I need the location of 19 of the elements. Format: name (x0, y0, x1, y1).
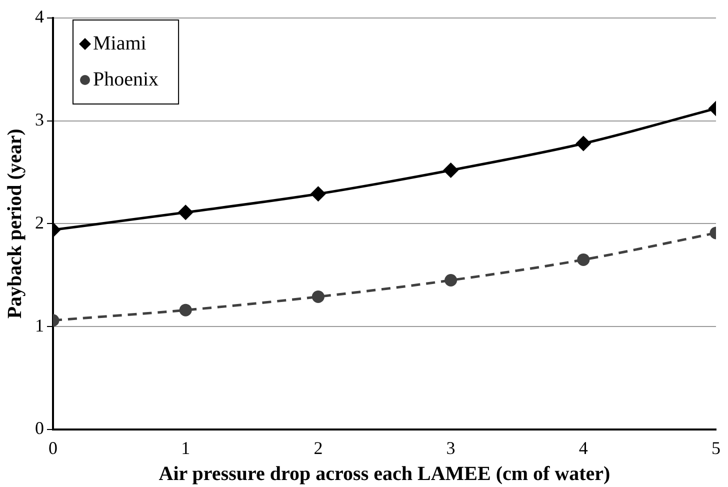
x-tick-label: 1 (181, 438, 190, 458)
point (444, 274, 458, 287)
y-tick-label: 2 (35, 212, 44, 232)
point (444, 162, 458, 178)
x-tick-label: 5 (712, 438, 720, 458)
x-tick-label: 4 (578, 438, 588, 458)
x-axis-title: Air pressure drop across each LAMEE (cm of water) (158, 463, 610, 486)
y-tick-label: 3 (35, 110, 44, 130)
legend-label: Phoenix (93, 68, 159, 90)
y-axis-title: Payback period (year) (4, 128, 26, 319)
x-tick-label: 3 (446, 438, 456, 458)
y-tick-label: 0 (35, 418, 44, 438)
legend-label: Miami (93, 32, 147, 54)
y-tick-label: 4 (35, 6, 44, 27)
point (312, 290, 324, 303)
y-tick-label: 1 (35, 315, 44, 336)
x-tick-label: 2 (314, 438, 323, 458)
x-tick-label: 0 (48, 438, 58, 458)
point (310, 186, 326, 202)
